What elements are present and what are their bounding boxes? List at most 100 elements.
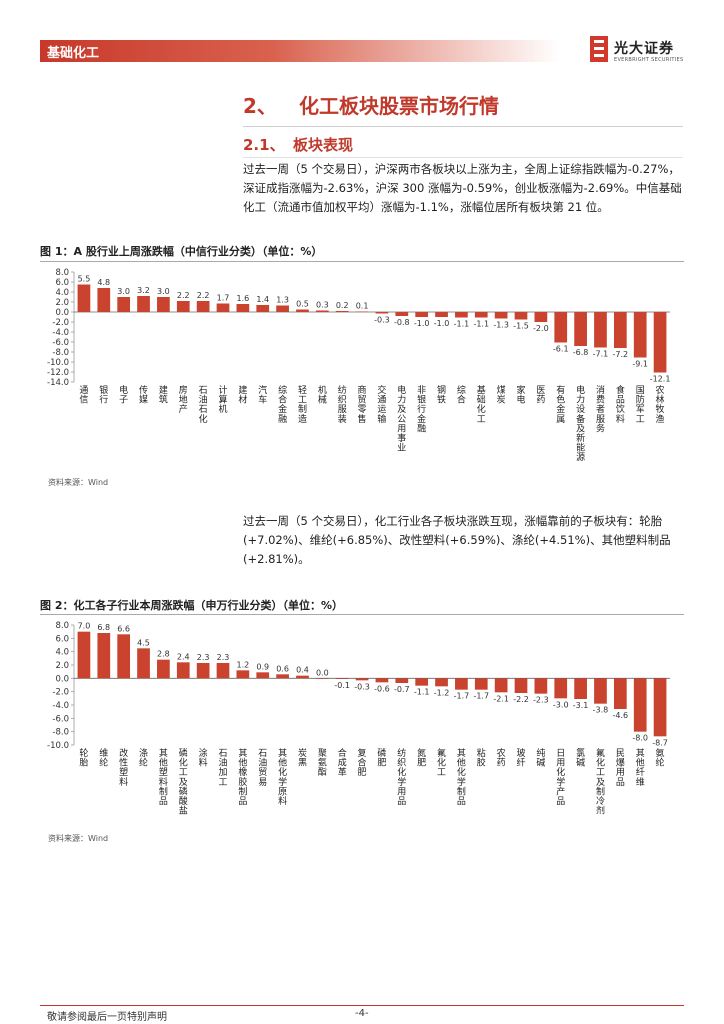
bar-4 xyxy=(137,296,150,312)
bar-17 xyxy=(395,312,409,316)
category-label-17: 电力及公用事业 xyxy=(397,384,406,454)
subsection-number: 2.1、 xyxy=(243,136,285,154)
bar-20 xyxy=(455,312,468,318)
y-tick-label: 0.0 xyxy=(55,674,69,684)
bar-27 xyxy=(594,678,607,704)
data-label-22: -2.1 xyxy=(493,694,509,703)
category-label-29: 国防军工 xyxy=(636,385,645,425)
category-label-6: 房地产 xyxy=(179,384,188,415)
category-label-7: 石油石化 xyxy=(199,386,208,425)
category-label-17: 纺织化学用品 xyxy=(397,747,406,807)
category-label-25: 有色金属 xyxy=(556,384,565,425)
data-label-2: 6.8 xyxy=(97,623,110,632)
data-label-29: -8.0 xyxy=(632,734,648,743)
bar-8 xyxy=(216,303,230,312)
category-label-4: 传媒 xyxy=(139,384,148,406)
category-label-15: 商贸零售 xyxy=(358,384,367,425)
data-label-15: -0.3 xyxy=(354,682,370,691)
bar-12 xyxy=(296,309,309,312)
data-label-12: 0.5 xyxy=(296,300,309,309)
data-label-4: 3.2 xyxy=(137,286,150,295)
y-tick-label: 8.0 xyxy=(55,268,69,278)
category-label-23: 玻纤 xyxy=(516,747,525,769)
paragraph-market-summary: 过去一周（5 个交易日），沪深两市各板块以上涨为主，全周上证综指跌幅为-0.27… xyxy=(243,162,682,214)
category-label-10: 汽车 xyxy=(258,384,267,406)
y-tick-label: -4.0 xyxy=(52,328,69,338)
data-label-23: -2.2 xyxy=(513,695,529,704)
bar-6 xyxy=(176,662,190,679)
y-tick-label: -8.0 xyxy=(52,728,69,738)
bar-16 xyxy=(375,678,389,683)
bar-21 xyxy=(474,312,488,318)
bar-13 xyxy=(315,678,329,679)
bar-1 xyxy=(77,284,91,312)
bar-11 xyxy=(276,674,289,679)
bar-19 xyxy=(435,678,448,687)
category-label-21: 基础化工 xyxy=(477,384,486,425)
data-label-21: -1.1 xyxy=(473,320,489,329)
y-tick-label: 6.0 xyxy=(55,278,69,288)
y-tick-label: -4.0 xyxy=(52,701,69,711)
data-label-8: 1.7 xyxy=(217,294,230,303)
bar-5 xyxy=(157,659,170,679)
y-tick-label: -8.0 xyxy=(52,348,69,358)
data-label-28: -7.2 xyxy=(613,350,629,359)
category-label-1: 通信 xyxy=(79,385,88,406)
bar-11 xyxy=(276,305,289,312)
category-label-25: 日用化学产品 xyxy=(556,748,565,807)
logo-mark-icon xyxy=(590,36,608,62)
data-label-20: -1.1 xyxy=(454,320,470,329)
figure1-chart-svg: 8.06.04.02.00.0-2.0-4.0-6.0-8.0-10.0-12.… xyxy=(47,268,670,463)
category-label-24: 纯碱 xyxy=(536,747,545,769)
bar-13 xyxy=(315,310,329,312)
data-label-5: 3.0 xyxy=(157,287,170,296)
category-label-5: 其他塑料制品 xyxy=(159,748,168,807)
bar-24 xyxy=(534,678,548,694)
y-tick-label: -10.0 xyxy=(47,741,69,751)
data-label-20: -1.7 xyxy=(454,692,470,701)
bar-15 xyxy=(355,678,369,681)
data-label-5: 2.8 xyxy=(157,650,170,659)
bar-21 xyxy=(474,678,488,690)
bar-22 xyxy=(494,312,508,319)
data-label-29: -9.1 xyxy=(632,360,648,369)
data-label-4: 4.5 xyxy=(137,638,150,647)
bar-24 xyxy=(534,312,548,322)
category-label-20: 其他化学制品 xyxy=(457,748,466,807)
data-label-17: -0.7 xyxy=(394,685,410,694)
footer-disclaimer: 敬请参阅最后一页特别声明 xyxy=(47,1012,167,1023)
bar-25 xyxy=(554,678,568,699)
logo-text: 光大证券 xyxy=(614,41,674,57)
category-label-2: 维纶 xyxy=(99,747,108,769)
category-label-26: 氯碱 xyxy=(576,747,585,769)
category-label-3: 电子 xyxy=(119,384,128,406)
y-tick-label: -12.0 xyxy=(47,368,69,378)
bar-23 xyxy=(514,312,528,320)
y-tick-label: 6.0 xyxy=(55,634,69,644)
data-label-26: -3.1 xyxy=(573,701,589,710)
data-label-21: -1.7 xyxy=(473,692,489,701)
category-label-10: 石油贸易 xyxy=(258,749,267,788)
data-label-2: 4.8 xyxy=(97,278,110,287)
category-label-7: 涂料 xyxy=(199,747,208,769)
category-label-14: 纺织服装 xyxy=(338,384,347,425)
bar-10 xyxy=(256,305,270,312)
category-label-6: 磷化工及磷酸盐 xyxy=(179,747,188,817)
section-divider xyxy=(243,126,683,127)
category-label-22: 农药 xyxy=(497,747,506,769)
bar-15 xyxy=(355,311,369,312)
y-tick-label: -14.0 xyxy=(47,378,69,388)
bar-25 xyxy=(554,312,568,343)
data-label-9: 1.6 xyxy=(236,294,249,303)
bar-9 xyxy=(236,304,250,312)
category-label-26: 电力设备及新能源 xyxy=(576,384,585,463)
y-tick-label: -2.0 xyxy=(52,688,69,698)
bar-14 xyxy=(335,311,349,312)
category-label-19: 钢铁 xyxy=(437,384,446,406)
category-label-19: 氟化工 xyxy=(437,747,446,778)
y-tick-label: 4.0 xyxy=(55,648,69,658)
category-label-8: 计算机 xyxy=(218,384,227,415)
bar-22 xyxy=(494,678,508,693)
section-title-text: 化工板块股票市场行情 xyxy=(299,94,499,118)
bar-17 xyxy=(395,678,409,683)
